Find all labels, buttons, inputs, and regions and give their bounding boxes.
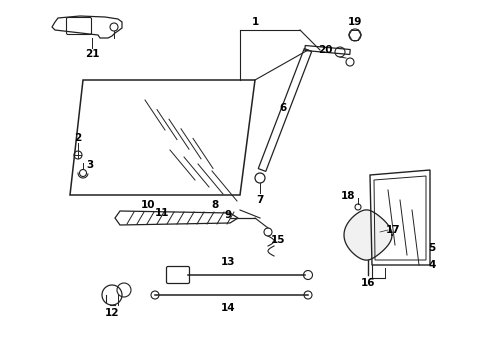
Text: 3: 3 — [86, 160, 94, 170]
Text: 16: 16 — [361, 278, 375, 288]
Text: 9: 9 — [224, 210, 232, 220]
Text: 2: 2 — [74, 133, 82, 143]
Polygon shape — [344, 210, 392, 260]
Text: 5: 5 — [428, 243, 436, 253]
Text: 7: 7 — [256, 195, 264, 205]
Text: 10: 10 — [141, 200, 155, 210]
Text: 6: 6 — [279, 103, 287, 113]
Text: 19: 19 — [348, 17, 362, 27]
Text: 4: 4 — [428, 260, 436, 270]
Text: 8: 8 — [211, 200, 219, 210]
Text: 12: 12 — [105, 308, 119, 318]
Text: 20: 20 — [318, 45, 332, 55]
Text: 21: 21 — [85, 49, 99, 59]
Text: 18: 18 — [341, 191, 355, 201]
Text: 1: 1 — [251, 17, 259, 27]
Text: 11: 11 — [155, 208, 169, 218]
Text: 15: 15 — [271, 235, 285, 245]
Text: 13: 13 — [221, 257, 235, 267]
Text: 17: 17 — [386, 225, 400, 235]
Text: 14: 14 — [220, 303, 235, 313]
